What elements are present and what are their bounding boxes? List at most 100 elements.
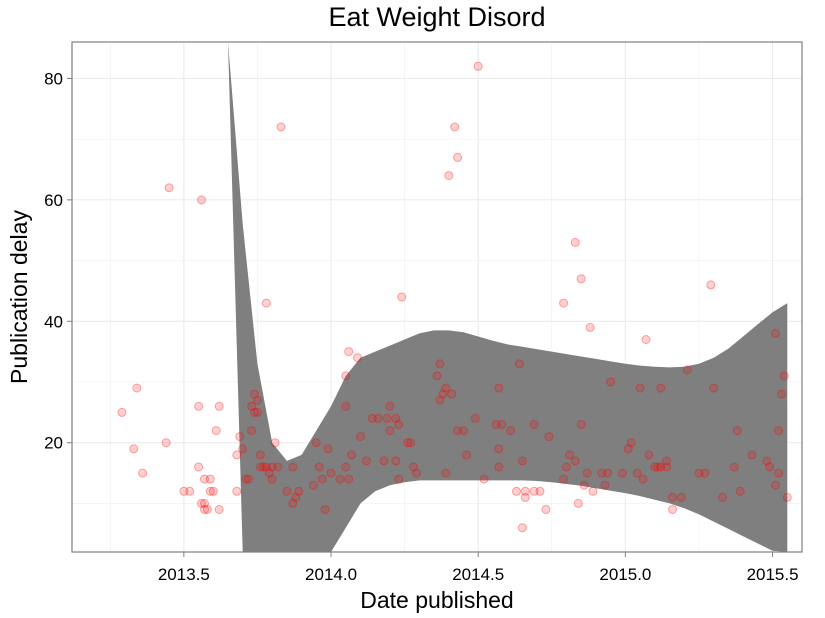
data-point (161, 438, 171, 448)
data-point (603, 468, 613, 478)
data-points (117, 61, 792, 533)
confidence-band (198, 42, 788, 552)
data-point (606, 377, 616, 387)
x-tick-label: 2014.5 (452, 565, 504, 584)
data-point (273, 462, 283, 472)
data-point (250, 389, 259, 399)
data-point (682, 365, 692, 375)
data-point (341, 462, 351, 472)
data-point (497, 420, 507, 429)
data-point (517, 523, 527, 533)
data-point (261, 298, 271, 308)
data-point (600, 480, 610, 490)
data-point (214, 505, 224, 514)
y-axis-ticks: 20 40 60 80 (44, 69, 72, 453)
data-point (211, 426, 221, 436)
data-point (461, 450, 471, 460)
data-point (641, 335, 651, 344)
data-point (138, 468, 148, 478)
data-point (117, 407, 127, 417)
data-point (247, 401, 257, 411)
data-point (650, 462, 660, 472)
data-point (479, 474, 489, 484)
data-point (779, 371, 789, 381)
data-point (326, 468, 336, 478)
data-point (361, 456, 371, 466)
data-point (588, 486, 598, 496)
data-point (200, 474, 209, 484)
data-point (382, 413, 392, 423)
x-tick-label: 2015.0 (599, 565, 651, 584)
data-point (771, 328, 780, 338)
x-tick-label: 2014.0 (305, 565, 357, 584)
data-point (291, 492, 301, 502)
data-point (367, 413, 377, 423)
data-point (520, 486, 530, 496)
data-point (441, 468, 451, 478)
data-point (276, 122, 286, 132)
data-point (208, 486, 218, 496)
data-point (444, 171, 454, 181)
smoother-band (198, 42, 788, 552)
data-point (335, 474, 345, 484)
data-point (438, 389, 448, 399)
data-point (506, 426, 516, 436)
data-point (662, 462, 672, 472)
data-point (535, 486, 545, 496)
data-point (164, 183, 174, 193)
y-tick-label: 40 (44, 312, 63, 331)
data-point (205, 486, 215, 496)
data-point (341, 371, 351, 381)
data-point (308, 480, 318, 490)
data-point (729, 462, 739, 472)
y-axis-title: Publication delay (6, 210, 32, 384)
data-point (694, 468, 704, 478)
data-point (411, 468, 421, 478)
data-point (317, 474, 327, 484)
data-point (267, 474, 277, 484)
data-point (529, 420, 539, 429)
data-point (573, 498, 583, 508)
data-point (450, 122, 460, 132)
data-point (774, 426, 783, 436)
panel-border (71, 41, 803, 553)
data-point (597, 468, 607, 478)
data-point (435, 395, 445, 405)
data-point (776, 389, 786, 399)
data-point (282, 486, 292, 496)
data-point (197, 498, 206, 508)
data-point (762, 456, 772, 466)
data-point (255, 462, 265, 472)
data-point (202, 505, 212, 514)
data-point (576, 274, 586, 284)
data-point (520, 492, 530, 502)
data-point (585, 322, 595, 332)
data-point (732, 426, 742, 436)
data-point (626, 438, 636, 448)
data-point (197, 195, 206, 205)
data-point (765, 462, 775, 472)
data-point (644, 450, 654, 460)
data-point (403, 438, 413, 448)
data-point (194, 462, 204, 472)
data-point (409, 462, 418, 472)
data-point (494, 462, 504, 472)
data-point (232, 486, 242, 496)
data-point (373, 413, 383, 423)
chart-title: Eat Weight Disord (328, 2, 545, 32)
data-point (353, 353, 362, 363)
data-point (632, 468, 642, 478)
data-point (179, 486, 189, 496)
data-point (709, 383, 719, 393)
data-point (447, 389, 457, 399)
data-point (244, 474, 254, 484)
data-point (394, 420, 404, 429)
data-point (579, 480, 589, 490)
data-point (570, 456, 580, 466)
data-point (718, 492, 727, 502)
data-point (311, 438, 321, 448)
data-point (582, 468, 592, 478)
data-point (379, 456, 389, 466)
data-point (205, 474, 215, 484)
